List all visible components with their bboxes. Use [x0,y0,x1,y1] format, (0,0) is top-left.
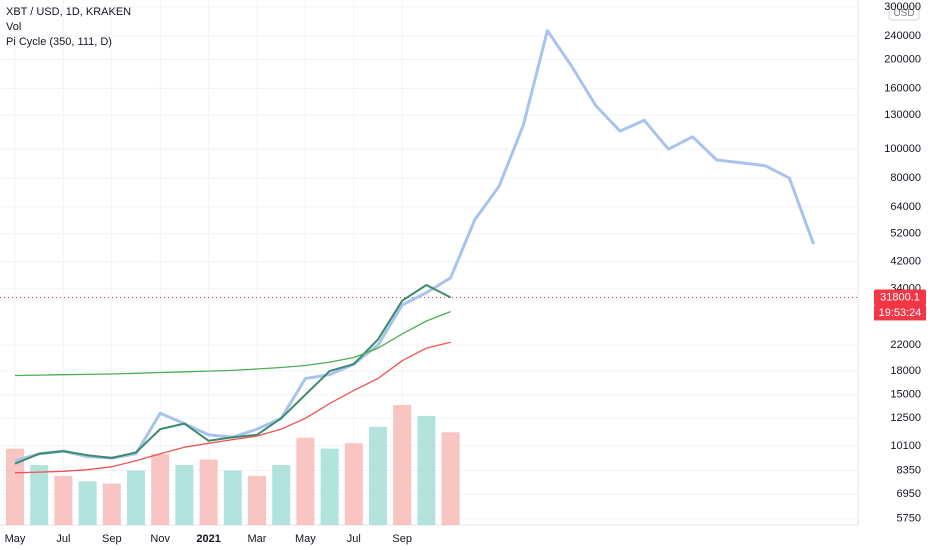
series-line [14,284,452,465]
volume-bar [320,448,339,525]
y-tick-label: 15000 [890,389,921,401]
volume-bar [102,483,121,525]
series-line [14,341,451,474]
plot [0,0,858,525]
volume-bar [248,475,266,525]
y-tick-label: 52000 [890,228,921,240]
volume-bar [54,475,73,525]
y-tick-label: 100000 [884,143,921,155]
series-line [14,29,816,463]
x-tick-label: May [5,533,26,545]
y-tick-label: 42000 [890,255,921,267]
volume-bar [78,481,97,525]
x-tick-label: May [295,533,316,545]
y-tick-label: 130000 [884,109,921,121]
volume-bar [6,448,24,525]
x-tick-label: Jul [56,533,70,545]
series-line [14,310,451,377]
y-tick-label: 18000 [890,365,921,377]
y-tick-label: 160000 [884,82,921,94]
volume-bar [417,415,436,525]
volume-bar [296,437,315,525]
volume-bar [199,459,218,525]
indicator-label: Pi Cycle (350, 111, D) [6,36,112,48]
x-tick-label: Sep [102,533,122,545]
currency[interactable]: USD [893,8,914,19]
price-tag [874,289,926,306]
volume-bar [127,470,145,525]
x-tick-label: Jul [347,533,361,545]
x-tick-label: Nov [150,533,170,545]
chart-title: XBT / USD, 1D, KRAKEN [6,6,131,18]
y-tick-label: 12500 [890,412,921,424]
countdown-label: 19:53:24 [879,307,922,319]
volume-bar [223,470,242,525]
countdown-tag [874,305,926,321]
y-tick-label: 80000 [890,172,921,184]
indicator-label: Vol [6,21,21,33]
y-tick-label: 300000 [884,1,921,13]
volume-bar [344,443,363,525]
y-tick-label: 6950 [897,488,921,500]
x-tick-label: Sep [392,533,412,545]
volume-bar [272,465,291,525]
x-tick-label: Mar [248,533,267,545]
volume-bar [369,426,387,525]
volume-bar [393,405,412,525]
volume-bar [175,465,194,525]
volume-bar [151,454,170,525]
volume-bar [30,465,49,525]
y-tick-label: 64000 [890,201,921,213]
y-tick-label: 240000 [884,30,921,42]
x-tick-label: 2021 [196,533,220,545]
y-tick-label: 200000 [884,53,921,65]
volume-bar [441,432,460,525]
y-tick-label: 8350 [897,464,921,476]
currency-box[interactable] [888,5,920,21]
y-tick-label: 10100 [890,440,921,452]
y-tick-label: 5750 [897,513,921,525]
y-tick-label: 22000 [890,339,921,351]
price-tag-label: 31800.1 [880,291,920,303]
